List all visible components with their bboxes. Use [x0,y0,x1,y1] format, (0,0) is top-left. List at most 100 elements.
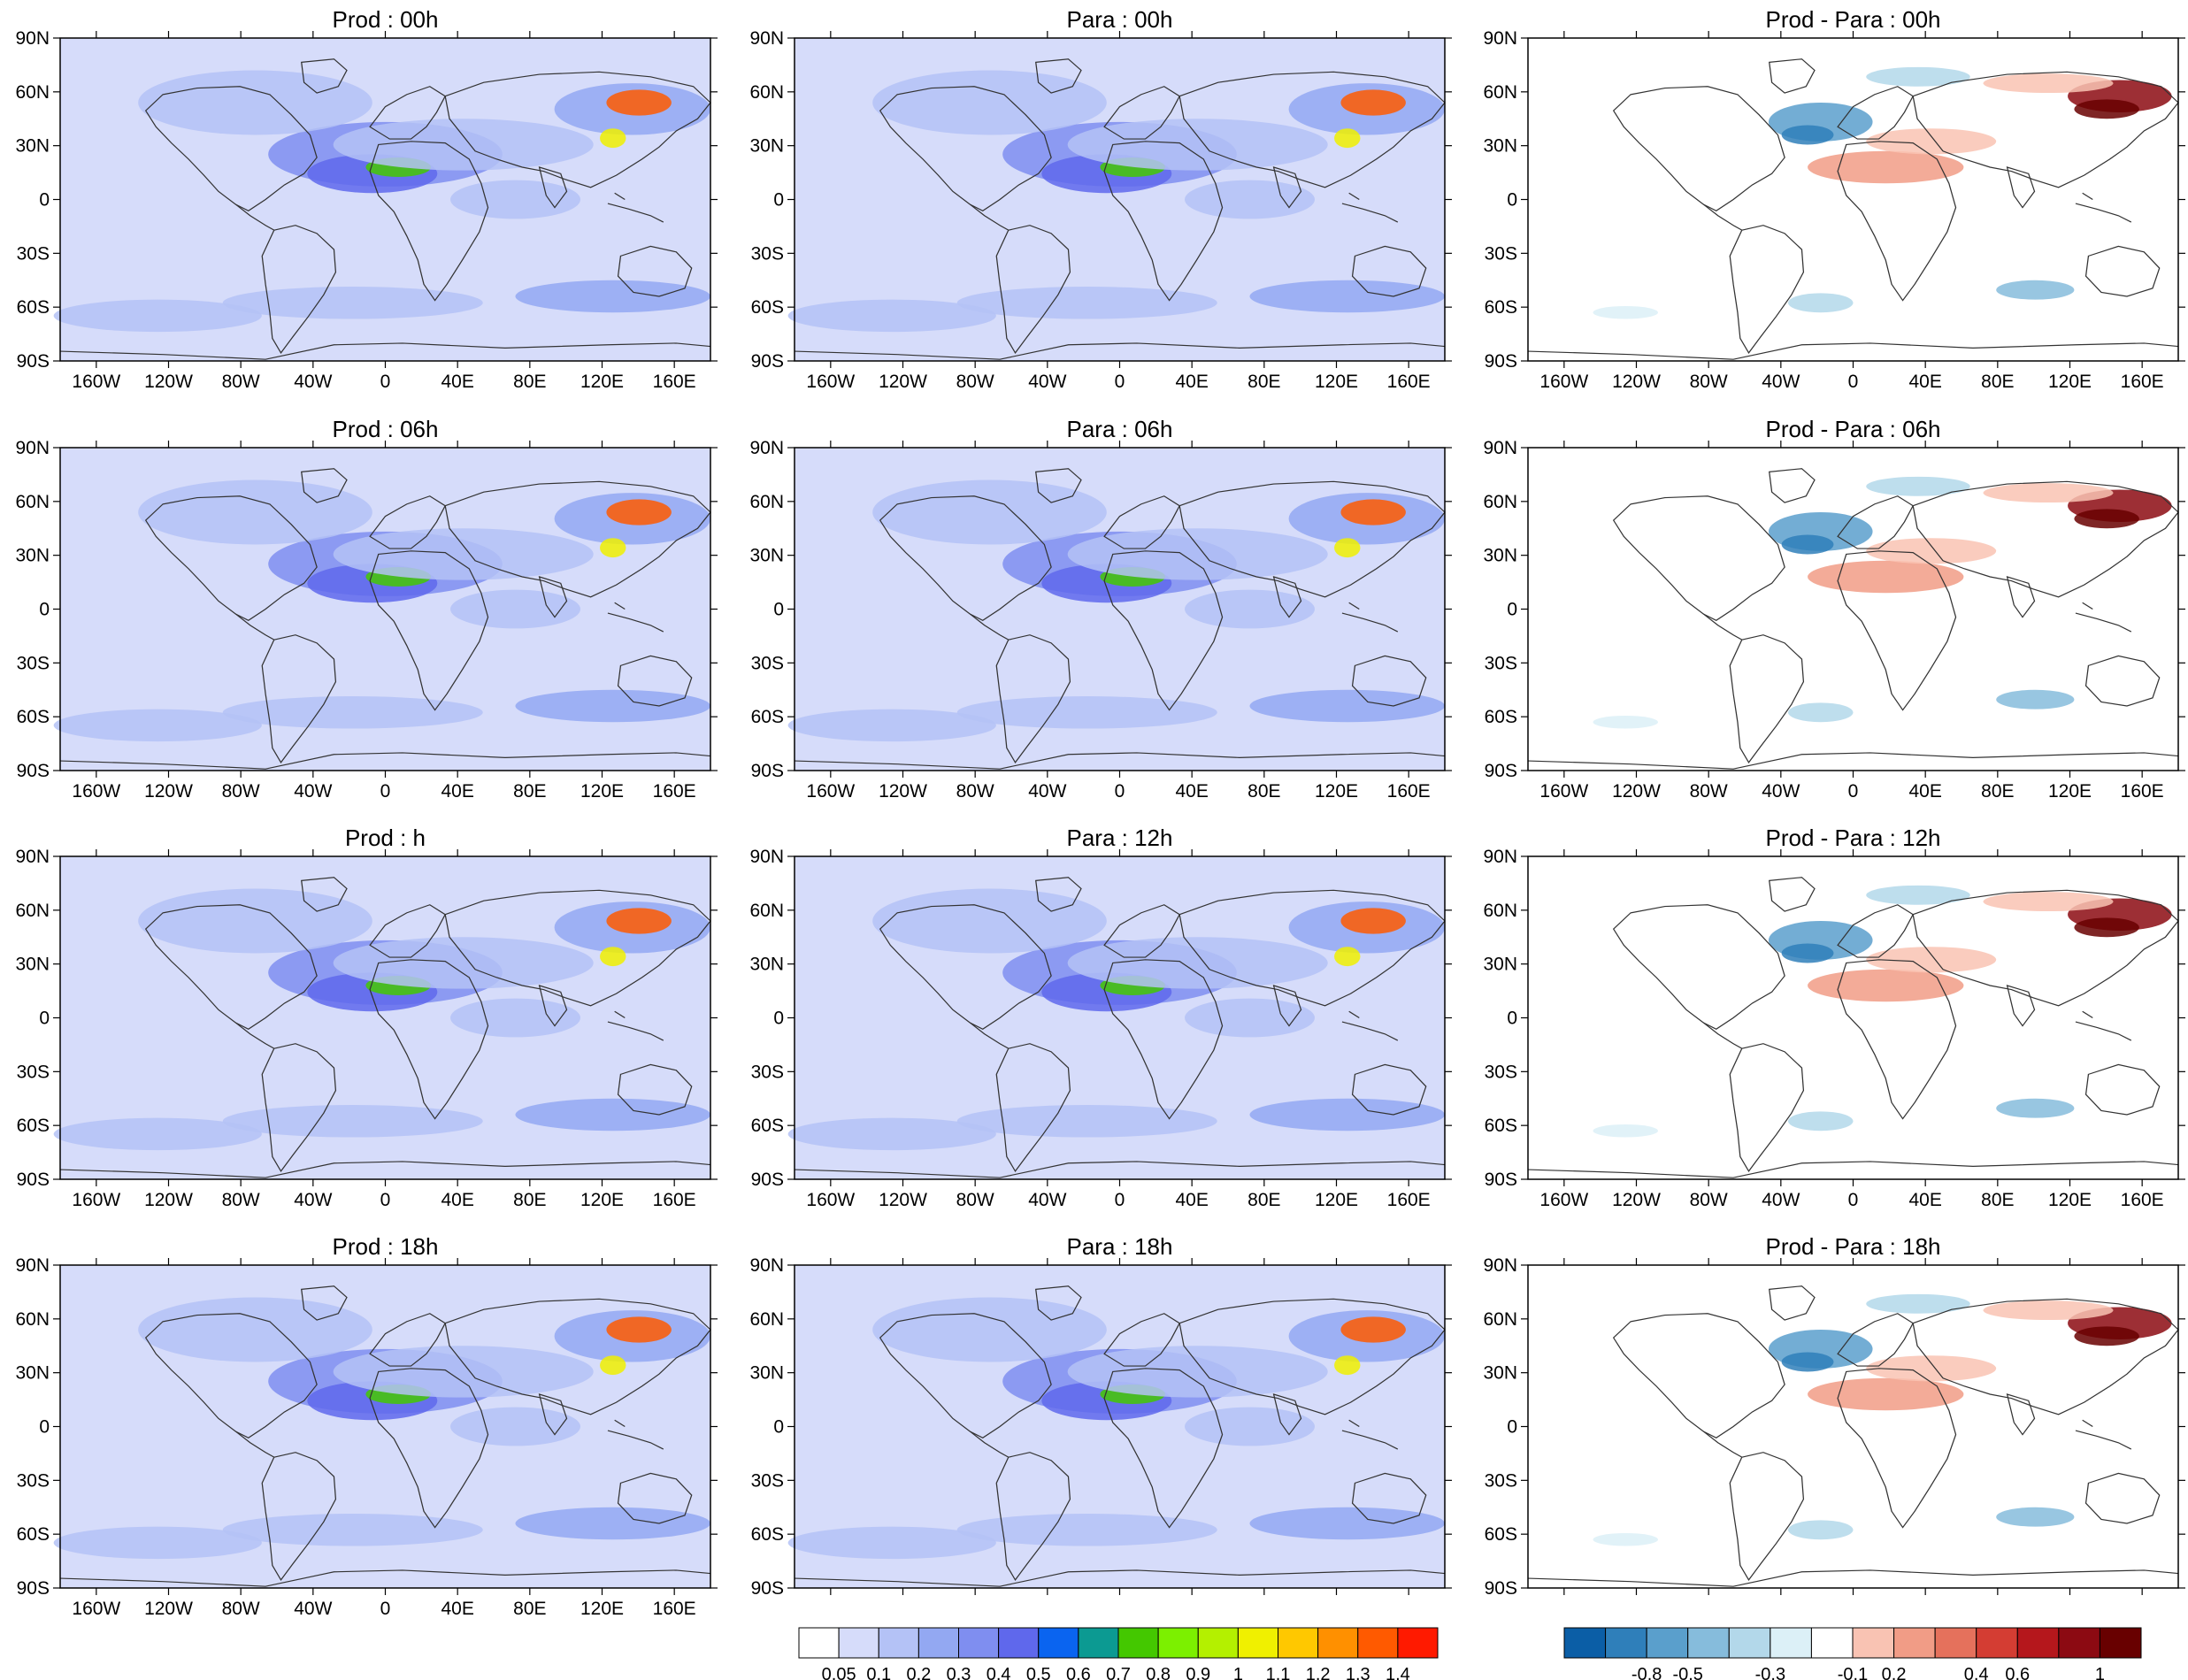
field-contour-region [222,1514,483,1546]
lon-tick-label: 0 [1115,372,1125,392]
lon-tick-label: 160E [1387,1190,1431,1210]
lat-tick-label: 30S [17,653,50,673]
lat-tick-label: 30S [751,653,784,673]
lon-tick-label: 40W [1028,781,1066,802]
lon-tick-label: 0 [380,781,391,802]
field-contour-region [1593,715,1658,729]
lat-tick-label: 30S [17,1062,50,1082]
lon-tick-label: 160W [806,1190,855,1210]
field-contour-region [222,1105,483,1138]
colorbar-swatch [1976,1627,2018,1659]
colorbar-label: 0.4 [987,1665,1011,1680]
lat-tick-label: 60N [749,492,784,512]
lat-tick-label: 90N [749,28,784,49]
field-contour-region [333,1346,594,1398]
lat-tick-label: 30N [1483,136,1517,157]
lon-tick-label: 160W [806,781,855,802]
lat-tick-label: 30S [751,1470,784,1491]
lat-tick-label: 90S [17,1578,50,1599]
colorbar-label: 0.05 [822,1665,856,1680]
field-contour-region [1593,1532,1658,1546]
field-contour-region [138,888,372,954]
lon-tick-label: 40W [294,1190,332,1210]
map-panel-prod-18h: Prod : 18h 90N 60N 30N 0 30S 60S 90S 160W 120W 80W… [15,1233,718,1619]
lon-tick-label: 40E [441,372,473,392]
lat-tick-label: 30N [1483,546,1517,566]
lon-tick-label: 160W [72,1599,120,1619]
lon-tick-label: 0 [1848,1190,1859,1210]
field-contour-region [1340,89,1406,116]
colorbar-label: -0.1 [1838,1665,1868,1680]
lat-tick-label: 60S [751,707,784,727]
lat-tick-label: 30S [751,243,784,264]
lon-tick-label: 40E [441,1190,473,1210]
lat-tick-label: 0 [773,1417,784,1438]
lon-tick-label: 80E [513,1190,546,1210]
lat-tick-label: 60N [1483,492,1517,512]
colorbar-label: -0.8 [1631,1665,1662,1680]
field-contour-region [515,280,710,313]
lon-tick-label: 80W [222,1190,260,1210]
lat-tick-label: 0 [773,1009,784,1029]
colorbar-label: 1 [2095,1665,2105,1680]
lon-tick-label: 120E [580,781,624,802]
lat-tick-label: 60S [751,1116,784,1136]
lon-tick-label: 120E [1315,1190,1358,1210]
lat-tick-label: 60S [751,1524,784,1545]
lon-tick-label: 120W [879,372,927,392]
lon-tick-label: 80W [1690,781,1728,802]
colorbar-swatch [1237,1627,1278,1659]
panel-title: Para : 06h [1067,416,1173,442]
lon-tick-label: 80W [956,1190,994,1210]
lat-tick-label: 30N [749,136,784,157]
colorbar-swatch [1038,1627,1079,1659]
lon-tick-label: 80E [1248,372,1280,392]
colorbar-swatch [2058,1627,2100,1659]
field-contour-region [1983,1300,2114,1321]
map-panel-para-12h: Para : 12h 90N 60N 30N 0 30S 60S 90S 160W 120W 80W… [749,825,1452,1210]
field-contour-region [138,479,372,545]
colorbar-swatch [878,1627,919,1659]
lon-tick-label: 0 [1115,781,1125,802]
lon-tick-label: 80E [1981,372,2014,392]
lat-tick-label: 60S [17,1116,50,1136]
lat-tick-label: 30N [15,136,50,157]
colorbar-swatch [1728,1627,1771,1659]
field-contour-region [1983,483,2114,503]
lon-tick-label: 80W [222,372,260,392]
lon-tick-label: 40E [1908,372,1941,392]
lat-tick-label: 60S [1485,297,1517,318]
panel-title: Para : 00h [1067,6,1173,33]
field-contour-region [600,128,626,149]
field-contour-region [1808,969,1964,1002]
field-contour-region [606,89,672,116]
lat-tick-label: 30S [1485,243,1517,264]
map-panel-para-06h: Para : 06h 90N 60N 30N 0 30S 60S 90S 160W 120W 80W… [749,416,1452,802]
field-contour-region [1334,1355,1361,1376]
lon-tick-label: 0 [1848,781,1859,802]
field-contour-region [1067,119,1328,171]
panel-title: Prod : h [345,825,426,851]
lat-tick-label: 30S [1485,1470,1517,1491]
field-contour-region [787,709,996,742]
field-contour-region [787,1526,996,1560]
field-contour-region [1249,280,1445,313]
colorbar-swatch [838,1627,879,1659]
lat-tick-label: 30N [749,1363,784,1384]
lon-tick-label: 120E [1315,372,1358,392]
field-contour-region [1866,538,1997,564]
lon-tick-label: 120E [580,372,624,392]
lon-tick-label: 0 [1115,1190,1125,1210]
lat-tick-label: 60S [1485,1116,1517,1136]
colorbar-swatch [1117,1627,1159,1659]
lon-tick-label: 120E [2048,372,2092,392]
colorbar-swatch [1357,1627,1399,1659]
field-contour-region [1866,947,1997,973]
lon-tick-label: 40W [294,372,332,392]
colorbar-label: 0.6 [1066,1665,1091,1680]
lat-tick-label: 60N [15,1309,50,1330]
lon-tick-label: 120W [144,1599,193,1619]
lat-tick-label: 90N [749,438,784,458]
lat-tick-label: 90S [1485,1170,1517,1190]
colorbar-swatch [1810,1627,1854,1659]
